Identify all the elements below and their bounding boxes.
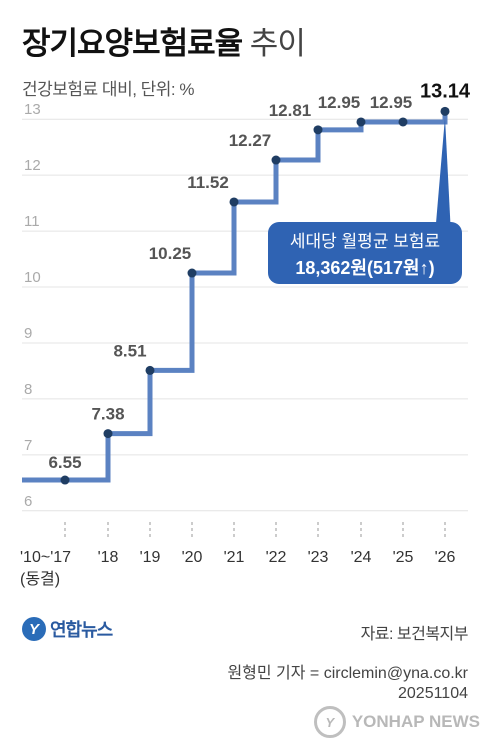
data-label: 11.52 xyxy=(187,173,229,192)
source-text: 자료: 보건복지부 xyxy=(360,626,469,643)
x-tick-label: '18 xyxy=(98,549,119,566)
data-label: 12.95 xyxy=(370,93,413,112)
credit-text: 원형민 기자 = circlemin@yna.co.kr xyxy=(227,665,468,682)
data-point xyxy=(60,475,70,485)
data-label: 12.95 xyxy=(318,93,361,112)
watermark-icon: Y xyxy=(313,706,346,738)
x-tick-label: '26 xyxy=(435,549,456,566)
data-label: 12.27 xyxy=(229,131,272,150)
x-tick-label: '24 xyxy=(351,549,372,566)
data-point xyxy=(271,155,281,165)
date-text: 20251104 xyxy=(398,685,468,702)
data-label: 6.55 xyxy=(48,453,81,472)
data-label: 7.38 xyxy=(91,405,124,424)
data-point xyxy=(356,117,366,127)
x-tick-label: '19 xyxy=(140,549,161,566)
x-tick-label: (동결) xyxy=(20,570,60,588)
watermark: Y YONHAP NEWS xyxy=(313,706,480,738)
callout-line1: 세대당 월평균 보험료 xyxy=(290,232,440,251)
title-main: 장기요양보험료율 xyxy=(22,26,243,61)
y-tick-label: 10 xyxy=(24,269,41,286)
data-label: 13.14 xyxy=(420,80,471,102)
data-point xyxy=(398,117,408,127)
y-tick-label: 13 xyxy=(24,101,41,118)
y-tick-label: 11 xyxy=(24,213,40,230)
series-line xyxy=(22,111,448,483)
title-suffix: 추이 xyxy=(249,26,306,61)
y-tick-label: 9 xyxy=(24,325,32,342)
y-tick-label: 8 xyxy=(24,381,32,398)
callout-pointer xyxy=(435,117,451,235)
x-tick-label: '10~'17 xyxy=(20,549,71,566)
y-tick-label: 6 xyxy=(24,493,32,510)
data-point xyxy=(229,197,239,207)
chart-subtitle: 건강보험료 대비, 단위: % xyxy=(22,80,195,99)
data-point xyxy=(187,268,197,278)
callout-box xyxy=(268,222,462,284)
yonhap-logo: Y 연합뉴스 xyxy=(22,616,113,642)
x-tick-label: '21 xyxy=(224,549,245,566)
data-point xyxy=(145,365,155,375)
x-tick-label: '25 xyxy=(393,549,414,566)
logo-mark-icon: Y xyxy=(22,617,46,641)
data-point xyxy=(440,106,450,116)
y-tick-label: 7 xyxy=(24,437,32,454)
data-point xyxy=(313,125,323,135)
chart-title: 장기요양보험료율 추이 xyxy=(22,18,306,63)
credit-block: 원형민 기자 = circlemin@yna.co.kr 20251104 xyxy=(227,664,468,704)
logo-text: 연합뉴스 xyxy=(50,620,113,640)
data-point xyxy=(103,429,113,439)
x-tick-label: '22 xyxy=(266,549,287,566)
x-tick-label: '23 xyxy=(308,549,329,566)
y-tick-label: 12 xyxy=(24,157,41,174)
callout-line2: 18,362원(517원↑) xyxy=(295,258,434,278)
data-label: 10.25 xyxy=(149,244,192,263)
x-tick-label: '20 xyxy=(182,549,203,566)
watermark-text: YONHAP NEWS xyxy=(351,712,480,731)
data-label: 12.81 xyxy=(269,101,312,120)
data-label: 8.51 xyxy=(113,341,146,360)
